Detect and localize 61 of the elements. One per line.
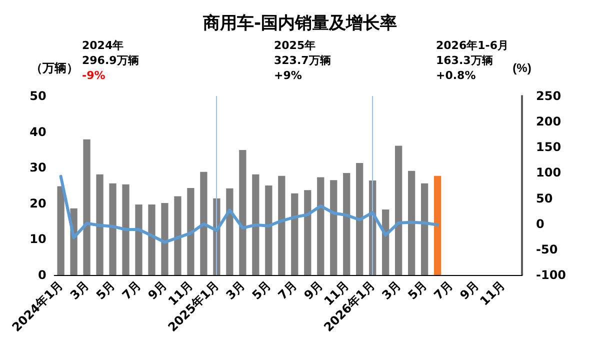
x-tick-label: 9月 (145, 278, 170, 302)
y2-tick-label: 100 (536, 166, 562, 180)
text: 2025年 323.7万辆 (274, 39, 331, 67)
bar (356, 162, 364, 275)
bar (304, 190, 312, 275)
line-series (59, 174, 440, 244)
y2-tick-label: 50 (536, 191, 553, 206)
bar (278, 176, 286, 275)
bar (57, 186, 64, 275)
bar (200, 172, 208, 275)
bar (434, 176, 442, 275)
y-tick-label: 30 (30, 160, 46, 175)
text: 2026年1-6月 163.3万辆 (436, 39, 508, 67)
bar (343, 172, 350, 275)
bar (96, 174, 104, 275)
chart-title: 商用车-国内销量及增长率 (202, 14, 398, 34)
bar (109, 183, 116, 275)
bar (161, 203, 168, 275)
bar (122, 184, 130, 275)
y2-axis-title: (%) (512, 61, 532, 75)
bar (408, 170, 416, 275)
bar (382, 209, 390, 275)
bar (330, 180, 338, 275)
x-tick-label: 3月 (67, 278, 92, 302)
x-tick-label: 3月 (223, 278, 248, 302)
y2-tick-label: -100 (536, 268, 566, 282)
y2-tick-label: 0 (536, 216, 544, 231)
bar (148, 204, 156, 275)
x-tick-label: 5月 (93, 278, 118, 302)
y2-tick-label: -50 (536, 242, 558, 256)
y-axis-title: （万辆） (30, 61, 78, 75)
y2-tick-label: 250 (536, 89, 562, 103)
bar (174, 196, 182, 275)
bar (226, 188, 234, 275)
x-tick-label: 7月 (275, 278, 300, 302)
bar (291, 193, 298, 275)
bar (265, 186, 272, 275)
x-tick-label: 3月 (379, 278, 404, 302)
text: +9% (274, 69, 302, 82)
bar (239, 150, 246, 275)
text: -9% (82, 69, 106, 82)
bar (395, 146, 402, 275)
x-tick-label: 5月 (249, 278, 274, 302)
y-tick-label: 0 (38, 268, 46, 282)
y2-tick-label: 200 (536, 114, 562, 129)
y-tick-label: 50 (30, 89, 46, 103)
bar (317, 177, 324, 275)
bar (252, 174, 260, 275)
bar (83, 139, 90, 275)
bar (135, 204, 142, 275)
bar (187, 188, 194, 275)
text: +0.8% (436, 69, 476, 82)
y-tick-label: 10 (30, 232, 46, 246)
x-tick-label: 5月 (405, 278, 430, 302)
y-tick-label: 40 (30, 124, 46, 139)
text: 2024年 296.9万辆 (82, 39, 139, 67)
x-tick-label: 7月 (119, 278, 144, 302)
x-tick-label: 7月 (431, 278, 456, 302)
y-tick-label: 20 (30, 196, 46, 210)
y2-tick-label: 150 (536, 140, 562, 154)
bar (420, 183, 428, 275)
